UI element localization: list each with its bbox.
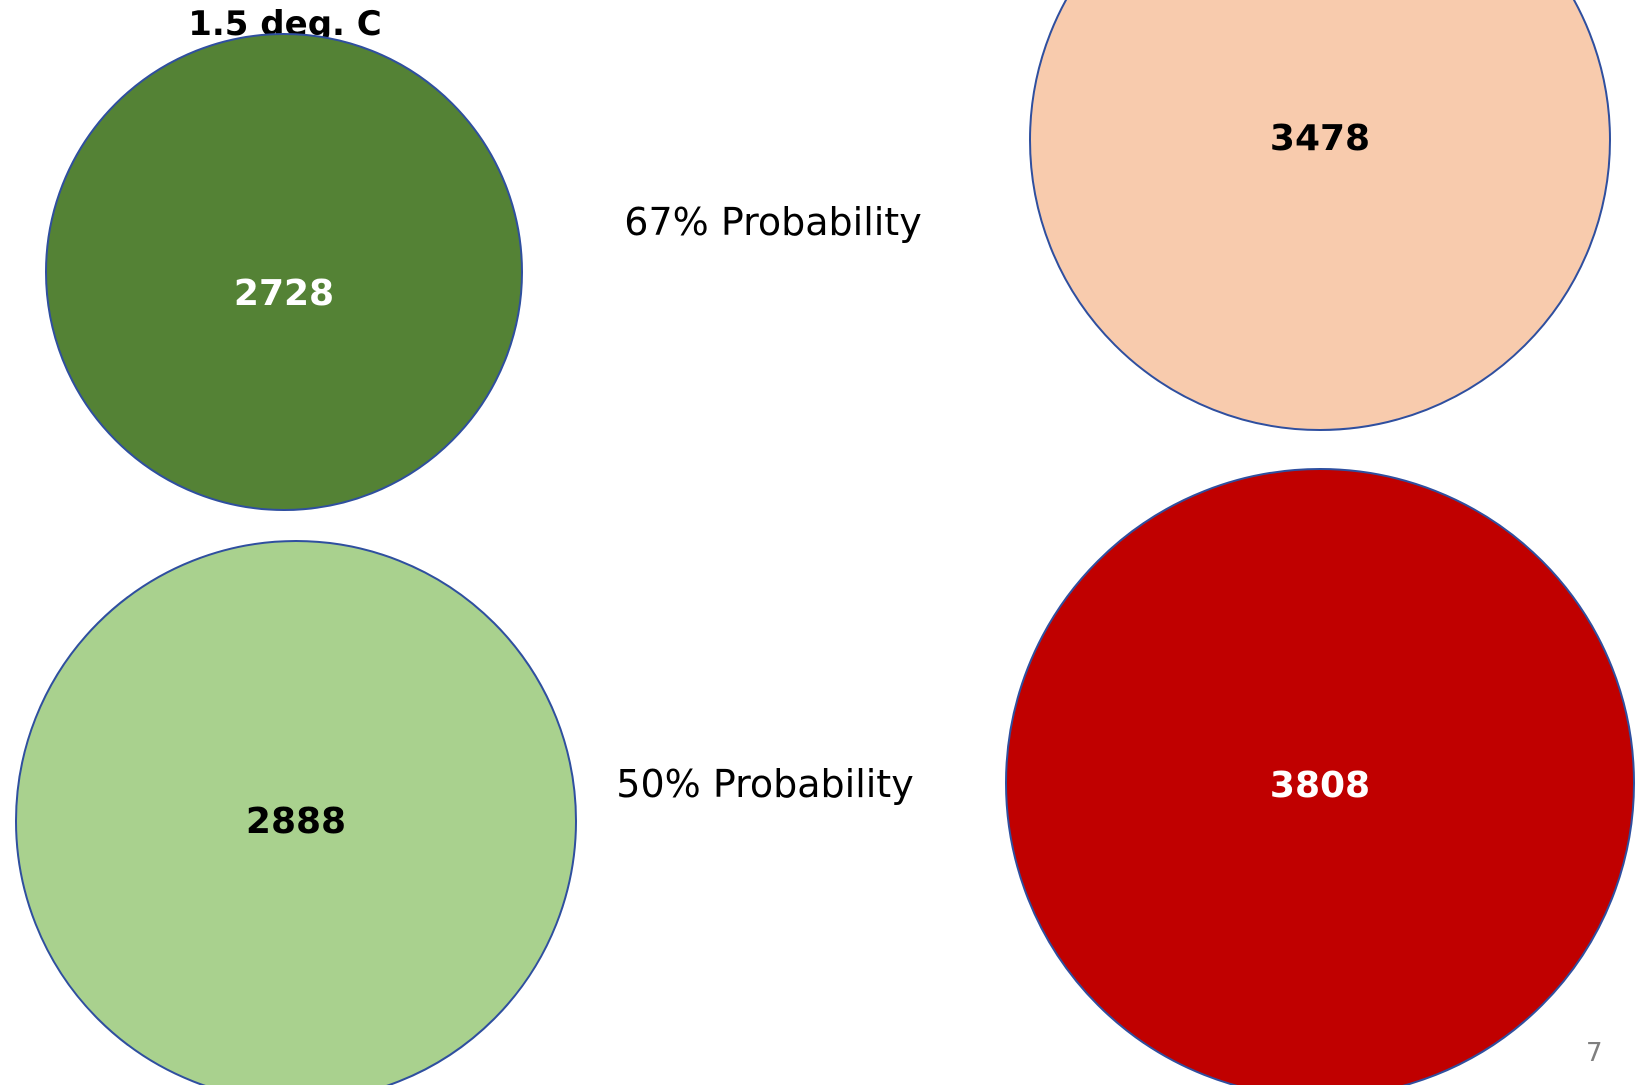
row-label-67-probability: 67% Probability <box>624 200 922 244</box>
bubble-value-label: 2728 <box>234 273 334 314</box>
bubble-3478 <box>1029 0 1611 431</box>
bubble-value-label: 3808 <box>1270 765 1370 806</box>
row-label-50-probability: 50% Probability <box>616 762 914 806</box>
bubble-2888 <box>15 540 577 1085</box>
bubble-3808 <box>1005 468 1635 1085</box>
bubble-value-label: 3478 <box>1270 118 1370 159</box>
bubble-value-label: 2888 <box>246 801 346 842</box>
page-number: 7 <box>1586 1038 1603 1068</box>
bubble-2728 <box>45 33 523 511</box>
